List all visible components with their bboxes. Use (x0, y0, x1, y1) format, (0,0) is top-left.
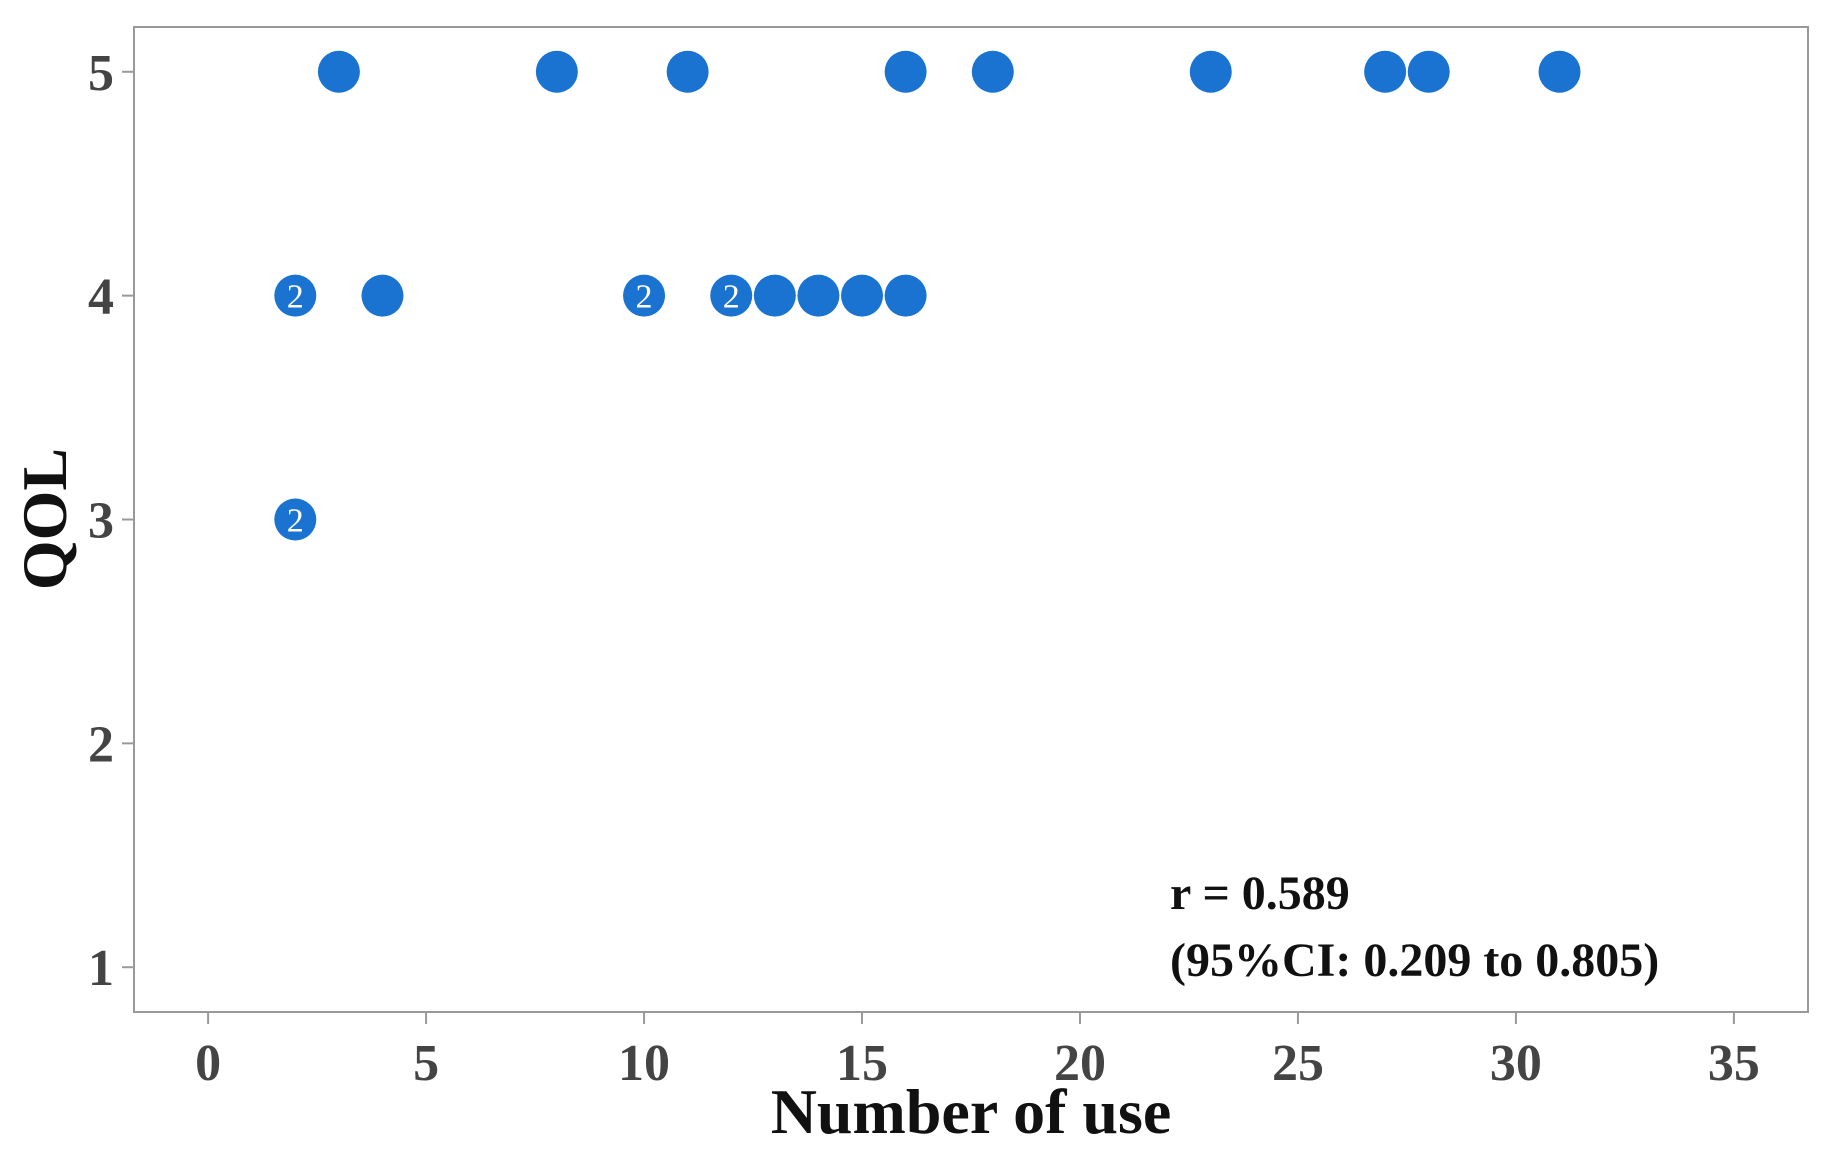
data-point (1407, 50, 1450, 93)
data-point (710, 274, 753, 317)
x-tick-label: 0 (195, 1035, 221, 1092)
correlation-label: r = 0.589 (1170, 867, 1350, 920)
point-count-label: 2 (287, 503, 304, 540)
y-axis: 1 2 3 4 5 (88, 45, 134, 997)
x-tick-label: 20 (1054, 1035, 1106, 1092)
y-tick-label: 3 (88, 493, 114, 550)
x-axis-title: Number of use (771, 1076, 1172, 1147)
data-point (317, 50, 360, 93)
data-point (274, 274, 317, 317)
x-tick-label: 10 (618, 1035, 670, 1092)
data-point (753, 274, 796, 317)
data-point (797, 274, 840, 317)
x-axis: 0 5 10 15 20 25 30 35 (195, 1012, 1760, 1092)
point-count-label: 2 (287, 279, 304, 316)
data-point (361, 274, 404, 317)
x-tick-label: 25 (1272, 1035, 1324, 1092)
x-tick-label: 30 (1490, 1035, 1542, 1092)
data-point (1538, 50, 1581, 93)
y-tick-label: 2 (88, 716, 114, 773)
x-tick-label: 5 (413, 1035, 439, 1092)
data-point (535, 50, 578, 93)
confidence-interval-label: (95%CI: 0.209 to 0.805) (1170, 934, 1659, 987)
y-tick-label: 1 (88, 940, 114, 997)
data-point (666, 50, 709, 93)
x-tick-label: 35 (1708, 1035, 1760, 1092)
plot-area-frame (133, 26, 1809, 1013)
data-point (1364, 50, 1407, 93)
y-tick-label: 4 (88, 269, 114, 326)
x-tick-label: 15 (836, 1035, 888, 1092)
data-point (274, 498, 317, 541)
data-point (884, 50, 927, 93)
y-axis-title: QOL (9, 448, 80, 590)
data-point (623, 274, 666, 317)
data-point (884, 274, 927, 317)
data-points: 2 2 2 2 (274, 50, 1581, 541)
data-point (1189, 50, 1232, 93)
y-tick-label: 5 (88, 45, 114, 102)
point-count-label: 2 (723, 279, 740, 316)
data-point (971, 50, 1014, 93)
data-point (841, 274, 884, 317)
point-count-label: 2 (636, 279, 653, 316)
